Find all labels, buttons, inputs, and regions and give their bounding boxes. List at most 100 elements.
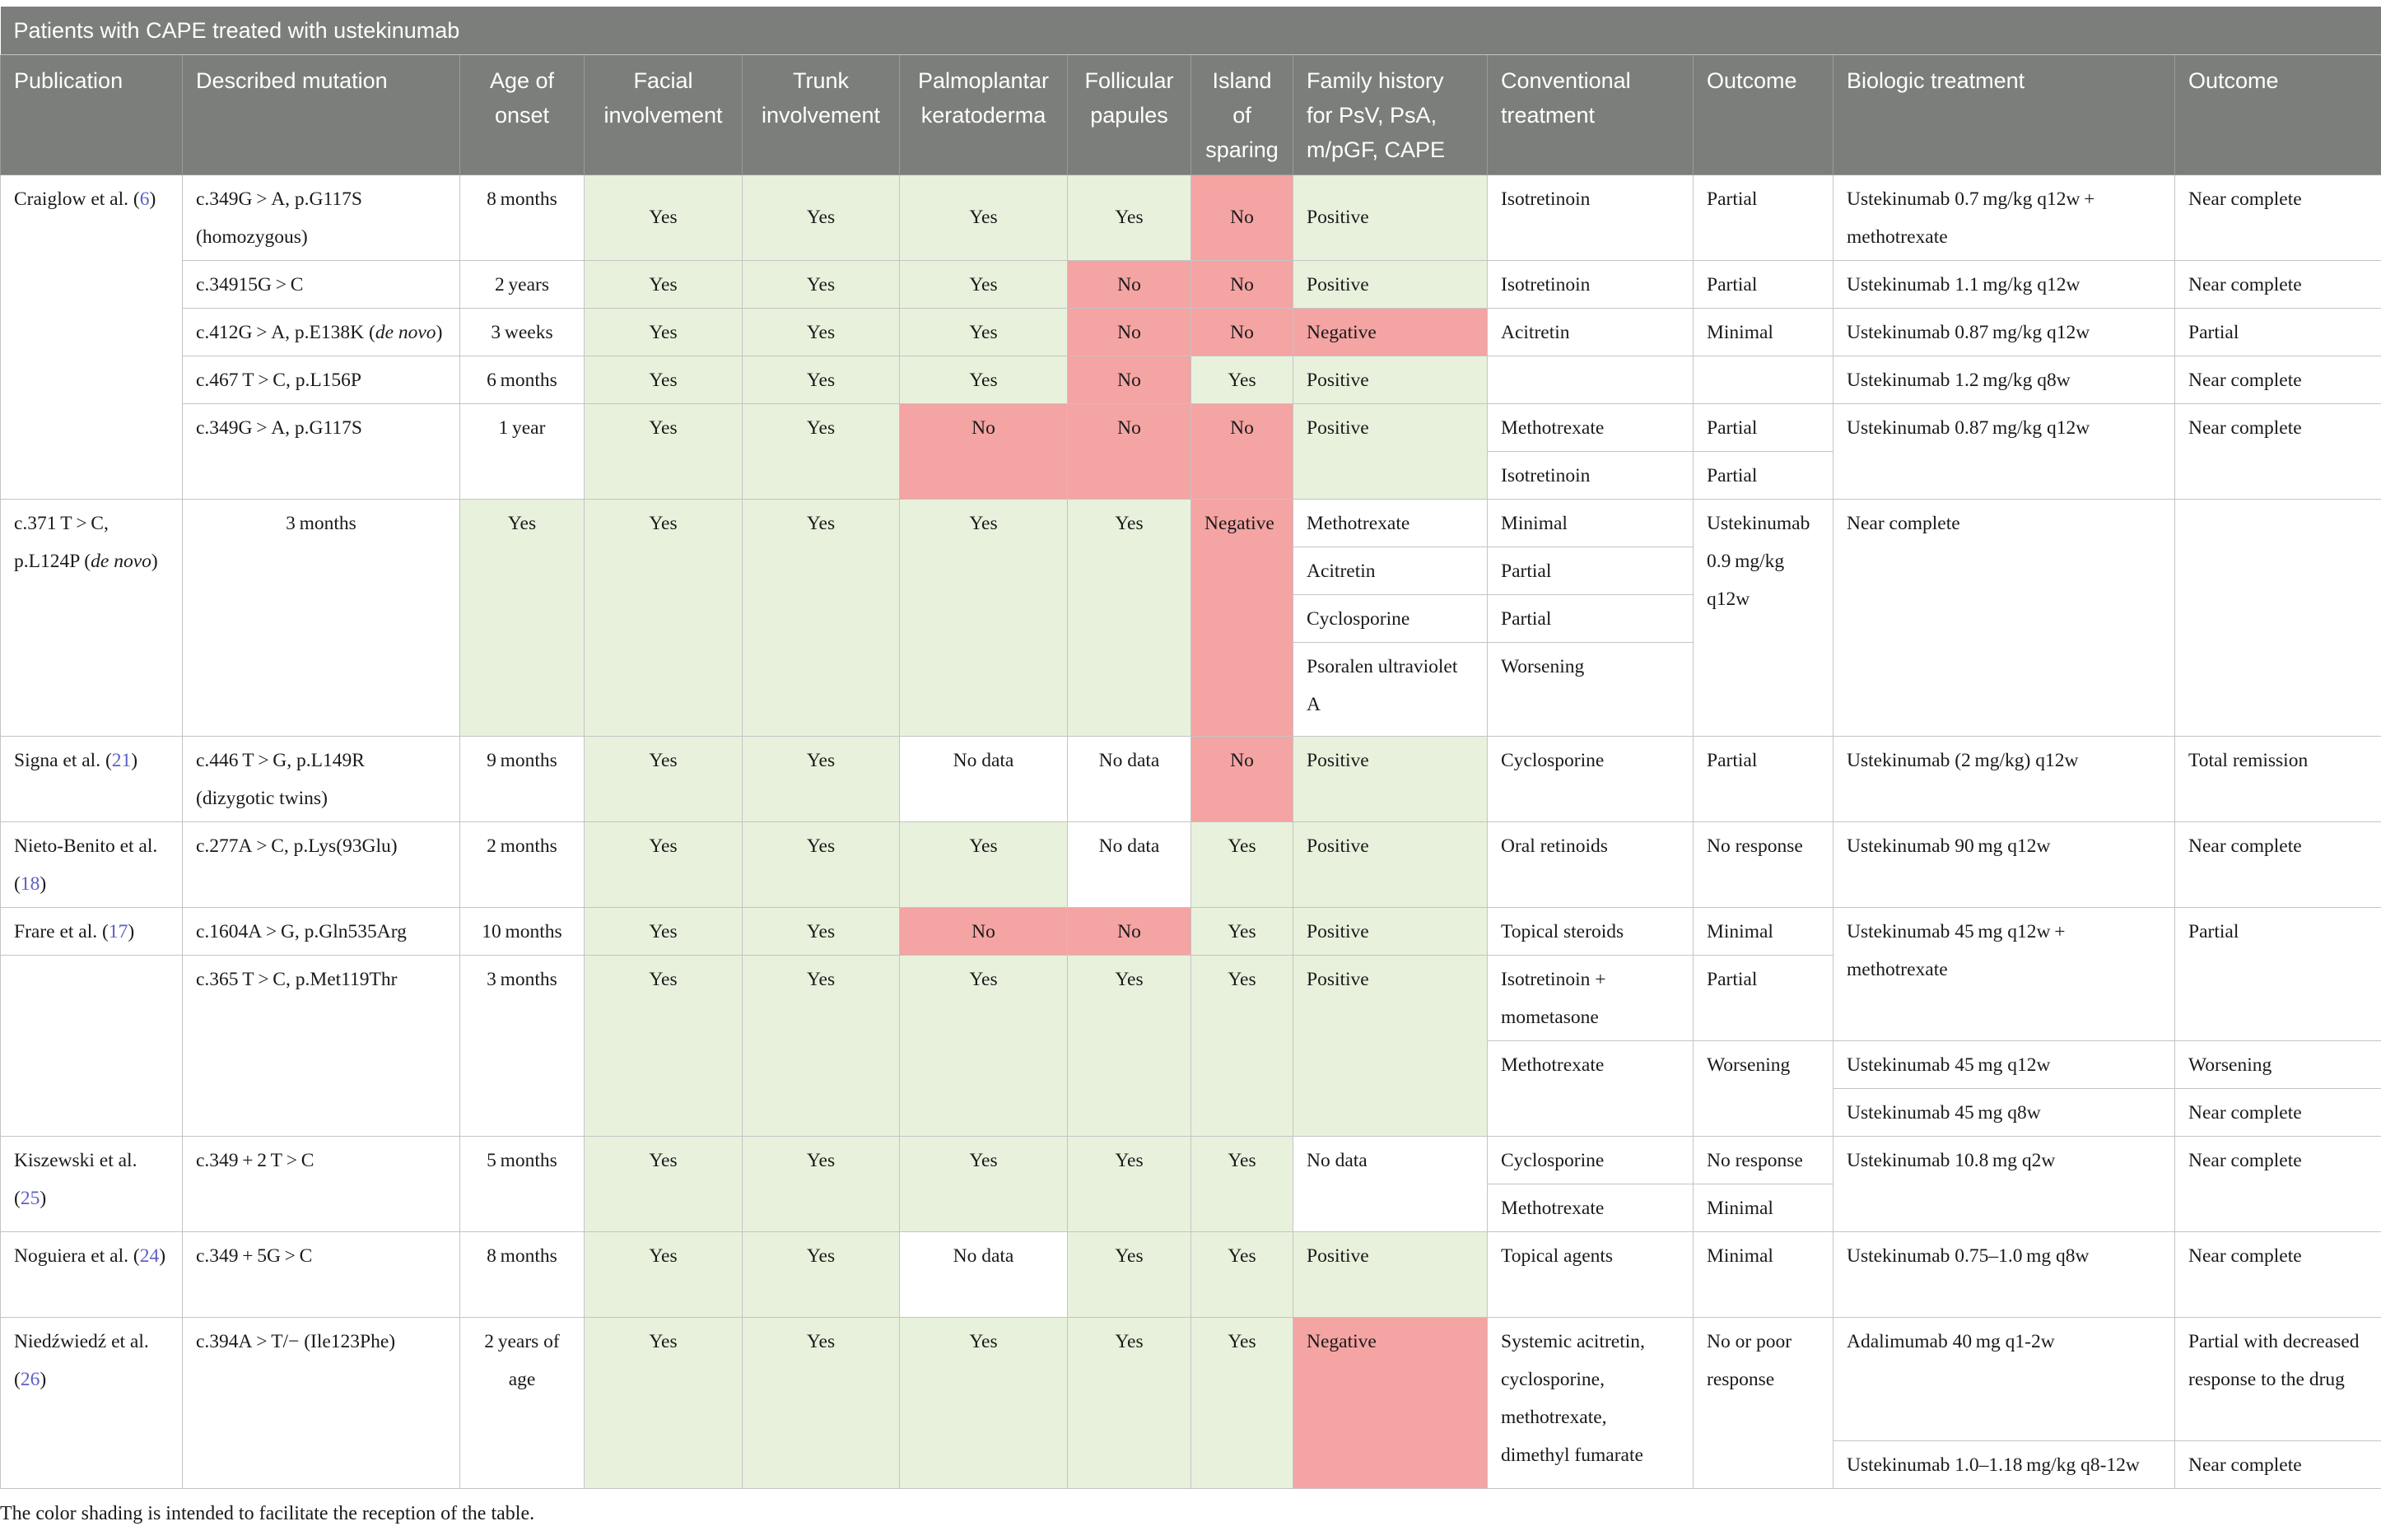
bio-outcome-cell: Near complete bbox=[1833, 498, 2175, 737]
col-header-age: Age of onset bbox=[459, 54, 585, 175]
publication-cell: Niedźwiedź et al. (26) bbox=[0, 1316, 183, 1489]
conv-outcome-cell: Minimal bbox=[1487, 498, 1694, 547]
follicular-cell: No bbox=[1067, 402, 1191, 500]
follicular-cell: Yes bbox=[1067, 174, 1191, 261]
col-header-outcome-conv: Outcome bbox=[1693, 54, 1834, 175]
bio-outcome-cell: Near complete bbox=[2174, 1135, 2381, 1232]
follicular-cell: No bbox=[1067, 906, 1191, 956]
conv-outcome-cell: Partial bbox=[1693, 735, 1834, 822]
conventional-cell: Methotrexate bbox=[1293, 498, 1488, 547]
conventional-cell: Cyclosporine bbox=[1487, 1135, 1694, 1184]
bio-outcome-cell: Near complete bbox=[2174, 174, 2381, 261]
biologic-cell: Ustekinumab 0.87 mg/kg q12w bbox=[1833, 402, 2175, 500]
mutation-cell: c.446 T > G, p.L149R (dizygotic twins) bbox=[182, 735, 460, 822]
col-header-island: Island of sparing bbox=[1190, 54, 1293, 175]
ppk-cell: Yes bbox=[899, 355, 1068, 404]
col-header-follicular: Follicular papules bbox=[1067, 54, 1191, 175]
reference-link[interactable]: 6 bbox=[139, 188, 150, 210]
age-cell: 9 months bbox=[459, 735, 585, 822]
family-cell: Positive bbox=[1293, 1231, 1488, 1318]
trunk-cell: Yes bbox=[742, 402, 900, 500]
conventional-cell: Isotretinoin bbox=[1487, 259, 1694, 309]
trunk-cell: Yes bbox=[742, 174, 900, 261]
follicular-cell: No data bbox=[1067, 821, 1191, 908]
conv-outcome-cell: Partial bbox=[1693, 259, 1834, 309]
publication-cell: Signa et al. (21) bbox=[0, 735, 183, 822]
conventional-cell: Systemic acitretin, cyclosporine, methot… bbox=[1487, 1316, 1694, 1489]
table-row: Frare et al. (17) c.1604A > G, p.Gln535A… bbox=[0, 906, 2381, 1041]
table-footnote: The color shading is intended to facilit… bbox=[0, 1503, 535, 1524]
table-caption: Patients with CAPE treated with ustekinu… bbox=[0, 7, 2381, 55]
reference-link[interactable]: 17 bbox=[108, 920, 128, 942]
facial-cell: Yes bbox=[584, 174, 743, 261]
ppk-cell: Yes bbox=[899, 174, 1068, 261]
ppk-cell: Yes bbox=[899, 1316, 1068, 1489]
table-row: Psoralen ultraviolet A Worsening bbox=[1, 641, 2381, 737]
data-table: Patients with CAPE treated with ustekinu… bbox=[0, 7, 2381, 1489]
publication-cell: Noguiera et al. (24) bbox=[0, 1231, 183, 1318]
family-cell: Positive bbox=[1293, 735, 1488, 822]
reference-link[interactable]: 25 bbox=[20, 1187, 40, 1209]
family-cell: Positive bbox=[1293, 402, 1488, 500]
conv-outcome-cell: No response bbox=[1693, 1135, 1834, 1184]
conv-outcome-cell: No or poor response bbox=[1693, 1316, 1834, 1489]
publication-cell: Kiszewski et al. (25) bbox=[0, 1135, 183, 1232]
trunk-cell: Yes bbox=[742, 1316, 900, 1489]
conventional-cell: Isotretinoin bbox=[1487, 450, 1694, 500]
mutation-cell: c.349 + 2 T > C bbox=[182, 1135, 460, 1232]
ppk-cell: No bbox=[899, 402, 1068, 500]
trunk-cell: Yes bbox=[742, 259, 900, 309]
family-cell: Negative bbox=[1293, 307, 1488, 356]
conv-outcome-cell: Partial bbox=[1693, 174, 1834, 261]
bio-outcome-cell: Near complete bbox=[2174, 1231, 2381, 1318]
follicular-cell: No bbox=[1067, 355, 1191, 404]
island-cell: No bbox=[1190, 307, 1293, 356]
facial-cell: Yes bbox=[459, 498, 585, 737]
biologic-cell: Ustekinumab 90 mg q12w bbox=[1833, 821, 2175, 908]
reference-link[interactable]: 21 bbox=[111, 749, 132, 771]
reference-link[interactable]: 26 bbox=[20, 1368, 40, 1390]
trunk-cell: Yes bbox=[742, 821, 900, 908]
mutation-cell: c.412G > A, p.E138K (de novo) bbox=[182, 307, 460, 356]
facial-cell: Yes bbox=[584, 402, 743, 500]
publication-cell: Frare et al. (17) bbox=[0, 906, 183, 956]
facial-cell: Yes bbox=[584, 355, 743, 404]
bio-outcome-cell: Worsening bbox=[2174, 1040, 2381, 1089]
island-cell: No bbox=[1190, 259, 1293, 309]
bio-outcome-cell: Near complete bbox=[2174, 1087, 2381, 1137]
conv-outcome-cell: Partial bbox=[1693, 450, 1834, 500]
table-row: Methotrexate Worsening Ustekinumab 45 mg… bbox=[1, 1040, 2381, 1137]
conventional-cell: Cyclosporine bbox=[1487, 735, 1694, 822]
bio-outcome-cell: Total remission bbox=[2174, 735, 2381, 822]
island-cell: Yes bbox=[1190, 1135, 1293, 1232]
bio-outcome-cell: Near complete bbox=[2174, 821, 2381, 908]
conventional-cell: Methotrexate bbox=[1487, 1040, 1694, 1137]
table-row: Signa et al. (21) c.446 T > G, p.L149R (… bbox=[0, 735, 2381, 822]
table-container: Patients with CAPE treated with ustekinu… bbox=[0, 7, 2381, 1489]
table-row: Methotrexate Minimal bbox=[1, 1183, 2381, 1232]
mutation-cell: c.467 T > C, p.L156P bbox=[182, 355, 460, 404]
conv-outcome-cell: Partial bbox=[1693, 402, 1834, 452]
facial-cell: Yes bbox=[584, 307, 743, 356]
table-row: Kiszewski et al. (25) c.349 + 2 T > C 5 … bbox=[0, 1135, 2381, 1232]
conv-outcome-cell: Partial bbox=[1693, 954, 1834, 1041]
reference-link[interactable]: 24 bbox=[139, 1245, 160, 1267]
mutation-cell: c.371 T > C, p.L124P (de novo) bbox=[0, 498, 183, 737]
age-cell: 10 months bbox=[459, 906, 585, 956]
col-header-publication: Publication bbox=[0, 54, 183, 175]
ppk-cell: Yes bbox=[899, 954, 1068, 1137]
island-cell: Yes bbox=[1190, 954, 1293, 1137]
conventional-cell: Topical agents bbox=[1487, 1231, 1694, 1318]
age-cell: 2 years of age bbox=[459, 1316, 585, 1489]
island-cell: No bbox=[1190, 402, 1293, 500]
table-row: c.365 T > C, p.Met119Thr 3 months Yes Ye… bbox=[0, 954, 2381, 1137]
facial-cell: Yes bbox=[584, 259, 743, 309]
reference-link[interactable]: 18 bbox=[20, 872, 40, 895]
age-cell: 6 months bbox=[459, 355, 585, 404]
mutation-cell: c.349G > A, p.G117S (homozygous) bbox=[182, 174, 460, 261]
biologic-cell: Ustekinumab 0.75–1.0 mg q8w bbox=[1833, 1231, 2175, 1318]
island-cell: Yes bbox=[1190, 821, 1293, 908]
biologic-cell: Ustekinumab 45 mg q8w bbox=[1833, 1087, 2175, 1137]
conv-outcome-cell bbox=[1693, 355, 1834, 404]
biologic-cell: Ustekinumab 45 mg q12w + methotrexate bbox=[1833, 906, 2175, 1041]
